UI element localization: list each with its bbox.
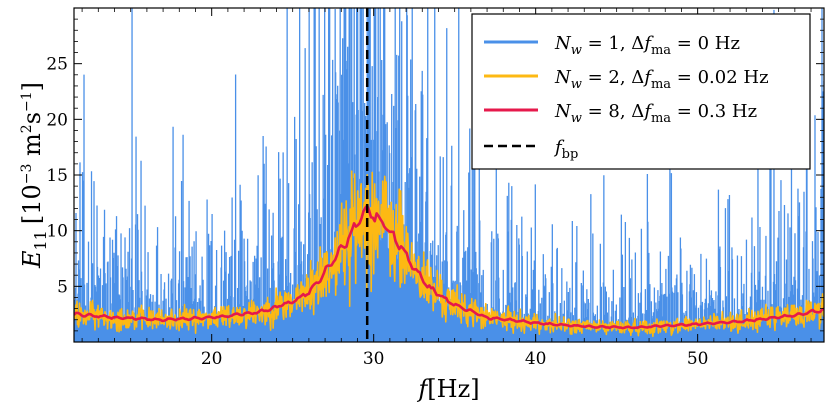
y-tick-label-20: 20 <box>46 110 68 130</box>
x-tick-label-40: 40 <box>525 349 547 369</box>
legend-label-1: Nw = 2, Δfma = 0.02 Hz <box>554 67 769 92</box>
x-tick-label-30: 30 <box>363 349 385 369</box>
x-axis-title: f[Hz] <box>416 375 479 403</box>
y-tick-label-10: 10 <box>46 222 68 242</box>
y-axis-unit-close: ] <box>18 82 46 91</box>
legend: Nw = 1, Δfma = 0 Hz Nw = 2, Δfma = 0.02 … <box>471 13 811 170</box>
legend-label-2: Nw = 8, Δfma = 0.3 Hz <box>554 101 757 126</box>
y-axis-unit-s: s <box>18 112 46 124</box>
y-tick-label-5: 5 <box>57 277 68 297</box>
y-axis-title: E11 [10−3 m2s−1] <box>18 82 50 269</box>
y-tick-label-25: 25 <box>46 55 68 75</box>
series-2-line <box>74 204 824 330</box>
y-axis-unit-s-exp: −1 <box>19 91 35 112</box>
x-axis-unit: [Hz] <box>427 375 479 403</box>
y-axis-unit-exp: −3 <box>19 164 35 185</box>
x-tick-label-50: 50 <box>687 349 709 369</box>
y-axis-variable: E <box>18 250 46 269</box>
svg-text:E11[10−3 m2s−1]: E11 [10−3 m2s−1] <box>18 82 50 269</box>
series-0-band <box>74 229 824 342</box>
y-axis-subscript: 11 <box>31 230 50 250</box>
tick-layer: 20 30 40 50 5 10 15 20 25 <box>46 8 824 369</box>
series-1-line <box>74 170 824 338</box>
legend-box <box>471 13 811 170</box>
series-layer <box>74 8 824 342</box>
y-tick-label-15: 15 <box>46 166 68 186</box>
x-tick-label-20: 20 <box>201 349 223 369</box>
y-axis-unit-m-exp: 2 <box>19 124 35 133</box>
y-axis-unit-m: m <box>18 133 46 164</box>
y-axis-unit-open: [10 <box>18 184 46 224</box>
